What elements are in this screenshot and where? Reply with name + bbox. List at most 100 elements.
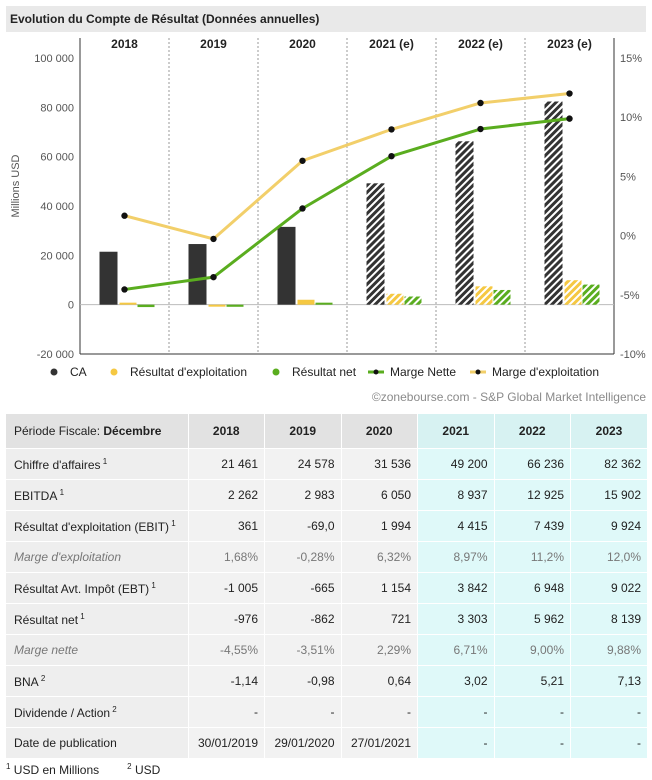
y2-tick-label: 5% <box>620 171 636 183</box>
financial-table: Période Fiscale: Décembre 2018 2019 2020 202… <box>6 414 647 759</box>
row-label: Résultat d'exploitation (EBIT) 1 <box>6 510 188 542</box>
table-cell: -3,51% <box>264 634 341 666</box>
x-tick-label: 2018 <box>111 37 138 51</box>
table-cell: 5,21 <box>493 665 571 697</box>
legend-swatch <box>50 368 58 376</box>
table-cell: 9 022 <box>570 572 647 604</box>
table-row: Date de publication 30/01/2019 29/01/2020 2… <box>6 727 647 759</box>
row-footnote-marker: 2 <box>38 673 46 683</box>
footnotes: 1 USD en Millions 2 USD <box>6 762 188 777</box>
table-row: Marge nette -4,55% -3,51% 2,29% 6,71% 9,00% 9,… <box>6 634 647 666</box>
bar-r-sultat-net <box>137 304 155 308</box>
row-footnote-marker: 1 <box>100 456 108 466</box>
line-point <box>477 125 484 133</box>
row-label: Marge nette <box>6 634 188 666</box>
legend-label: Marge d'exploitation <box>492 365 599 379</box>
line-point <box>121 212 128 219</box>
bar-r-sultat-net <box>315 302 333 305</box>
table-cell: 24 578 <box>264 448 341 480</box>
table-cell: -69,0 <box>264 510 341 542</box>
year-header: 2020 <box>340 414 418 449</box>
line-marge-d-exploitation <box>124 92 570 241</box>
period-value: Décembre <box>103 424 162 438</box>
table-cell: 6 948 <box>493 572 571 604</box>
row-label: Marge d'exploitation <box>6 541 188 573</box>
footnote-marker: 2 <box>127 762 132 771</box>
row-label: Résultat net 1 <box>6 603 188 635</box>
x-tick-label: 2022 (e) <box>458 37 503 51</box>
table-cell: 9,88% <box>570 634 647 666</box>
table-row: Dividende / Action 2------ <box>6 696 647 728</box>
y-tick-label: 60 000 <box>40 152 74 164</box>
year-header: 2019 <box>264 414 341 449</box>
line-point <box>210 235 217 243</box>
line-point <box>121 286 128 293</box>
row-label-text: Résultat net <box>14 612 79 627</box>
y2-tick-label: 0% <box>620 231 636 243</box>
row-label-text: Résultat d'exploitation (EBIT) <box>14 519 170 534</box>
table-cell: 7,13 <box>570 665 647 697</box>
period-prefix: Période Fiscale: <box>14 424 104 438</box>
line-point <box>299 157 306 164</box>
table-cell: -0,98 <box>264 665 341 697</box>
line-marge-nette <box>124 117 570 291</box>
bar-ca <box>366 183 385 305</box>
footnote-text: USD <box>131 763 161 777</box>
bar-ca <box>99 251 118 305</box>
row-label-text: EBITDA <box>14 488 58 503</box>
table-cell: 3,02 <box>417 665 494 697</box>
table-cell: 2 983 <box>264 479 341 511</box>
table-cell: -862 <box>264 603 341 635</box>
row-footnote-marker: 2 <box>110 704 117 714</box>
row-label-text: Résultat Avt. Impôt (EBT) <box>14 581 150 596</box>
table-cell: 361 <box>187 510 265 542</box>
year-header: 2023 <box>570 414 647 449</box>
row-footnote-marker: 1 <box>78 611 85 621</box>
row-footnote-marker: 1 <box>57 487 65 497</box>
line-point <box>388 152 395 160</box>
period-label: Période Fiscale: Décembre <box>6 414 188 449</box>
table-cell: 4 415 <box>417 510 494 542</box>
table-cell: - <box>340 696 418 728</box>
legend-label: Marge Nette <box>390 365 456 379</box>
table-cell: 9,00% <box>493 634 571 666</box>
line-point <box>210 273 217 281</box>
table-cell: 1,68% <box>187 541 265 573</box>
y2-tick-label: 15% <box>620 53 642 65</box>
row-label: EBITDA 1 <box>6 479 188 511</box>
table-cell: 1 994 <box>340 510 418 542</box>
y-tick-label: 20 000 <box>40 250 74 262</box>
y-tick-label: -20 000 <box>37 349 74 361</box>
table-row: Marge d'exploitation 1,68% -0,28% 6,32% 8,97… <box>6 541 647 573</box>
row-label-text: Marge d'exploitation <box>14 550 122 564</box>
table-cell: 27/01/2021 <box>340 727 418 759</box>
row-label: Résultat Avt. Impôt (EBT) 1 <box>6 572 188 604</box>
footnote: 1 USD en Millions <box>6 762 113 777</box>
row-label-text: Date de publication <box>14 736 117 750</box>
row-label-text: Marge nette <box>14 643 79 657</box>
table-row: Résultat Avt. Impôt (EBT) 1 -1 005 -665 1 1… <box>6 572 647 604</box>
table-row: Résultat d'exploitation (EBIT) 1 361 -69,0… <box>6 510 647 542</box>
table-cell: 0,64 <box>340 665 418 697</box>
table-row: Chiffre d'affaires 1 21 461 24 578 31 536 49… <box>6 448 647 480</box>
table-cell: -4,55% <box>187 634 265 666</box>
row-footnote-marker: 1 <box>169 518 176 528</box>
x-tick-label: 2023 (e) <box>547 37 592 51</box>
legend-swatch-marker <box>475 369 481 375</box>
table-cell: 9 924 <box>570 510 647 542</box>
line-point <box>566 90 573 97</box>
y-tick-label: 0 <box>68 300 74 312</box>
table-cell: -976 <box>187 603 265 635</box>
year-header: 2021 <box>417 414 494 449</box>
year-header: 2022 <box>493 414 571 449</box>
table-cell: 2 262 <box>187 479 265 511</box>
table-cell: 2,29% <box>340 634 418 666</box>
table-cell: - <box>570 696 647 728</box>
x-tick-label: 2021 (e) <box>369 37 414 51</box>
bar-r-sultat-net <box>404 296 422 305</box>
bar-ca <box>544 101 563 305</box>
bar-ca <box>277 226 296 305</box>
x-tick-label: 2020 <box>289 37 316 51</box>
table-cell: 66 236 <box>493 448 571 480</box>
